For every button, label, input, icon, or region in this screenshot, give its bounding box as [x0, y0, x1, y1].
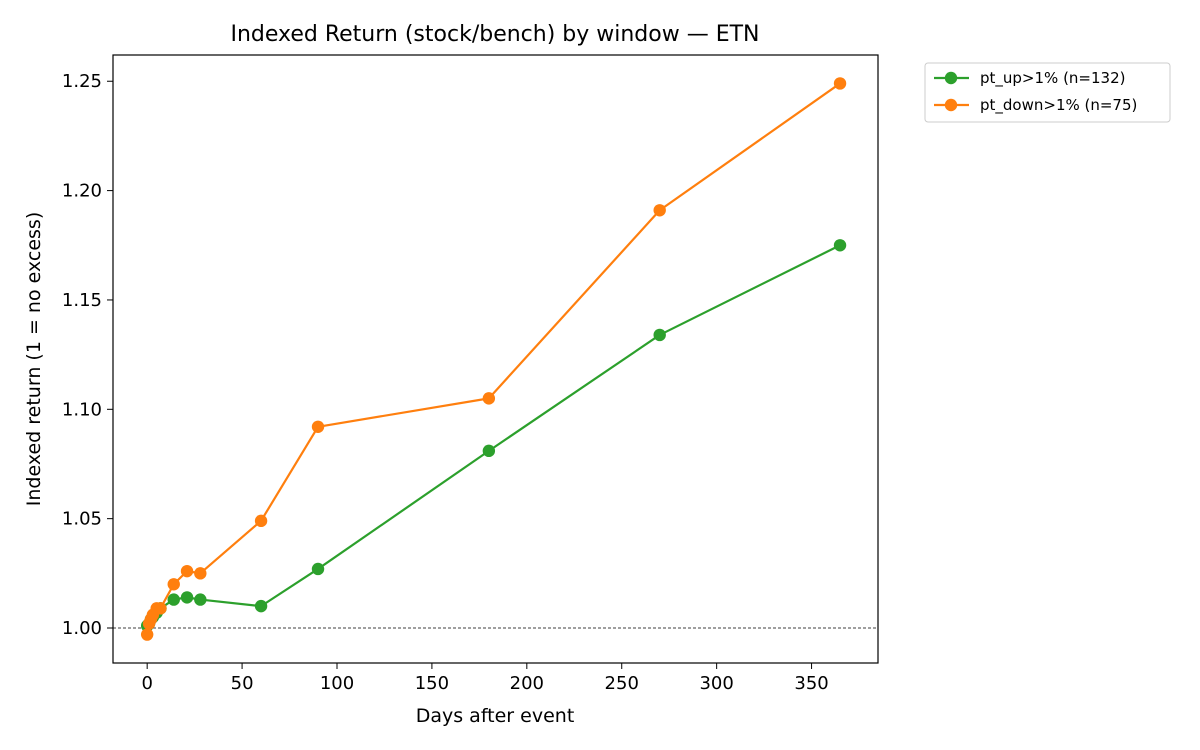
chart-title: Indexed Return (stock/bench) by window —… — [230, 22, 759, 47]
data-point — [311, 420, 325, 433]
x-tick-label: 300 — [699, 673, 733, 694]
legend-label: pt_up>1% (n=132) — [980, 69, 1125, 88]
y-tick-label: 1.20 — [62, 181, 102, 202]
x-axis: 0 50 100 150 200 250 300 350 — [141, 663, 829, 694]
x-tick-label: 200 — [510, 673, 544, 694]
data-point — [167, 578, 180, 591]
y-tick-label: 1.25 — [62, 71, 102, 92]
data-point — [180, 564, 194, 578]
x-tick-label: 100 — [320, 673, 354, 694]
x-axis-label: Days after event — [416, 705, 575, 727]
data-point — [154, 602, 167, 615]
data-point — [140, 628, 154, 641]
plot-border — [112, 54, 879, 664]
legend-items: pt_up>1% (n=132) pt_down>1% (n=75) — [934, 69, 1137, 115]
x-tick-label: 350 — [794, 673, 828, 694]
plot-background — [113, 55, 878, 663]
y-tick-label: 1.10 — [62, 399, 102, 420]
data-point — [653, 204, 666, 217]
legend: pt_up>1% (n=132) pt_down>1% (n=75) — [924, 62, 1171, 123]
legend-item: pt_down>1% (n=75) — [934, 96, 1137, 115]
data-point — [194, 593, 207, 606]
x-tick-label: 250 — [605, 673, 639, 694]
series-layer — [140, 77, 847, 641]
data-point — [482, 444, 496, 458]
x-tick-label: 150 — [415, 673, 449, 694]
plot-area — [112, 54, 879, 664]
legend-marker-swatch — [944, 71, 958, 85]
y-tick-label: 1.15 — [62, 290, 102, 311]
legend-item: pt_up>1% (n=132) — [934, 69, 1125, 88]
y-axis-label: Indexed return (1 = no excess) — [23, 212, 45, 506]
y-tick-label: 1.05 — [62, 509, 102, 530]
legend-marker-swatch — [944, 98, 958, 112]
data-point — [833, 239, 847, 252]
data-point — [833, 77, 847, 90]
data-point — [482, 392, 496, 405]
data-point — [167, 593, 180, 606]
y-tick-label: 1.00 — [62, 618, 102, 639]
legend-box — [924, 62, 1171, 123]
data-point — [194, 567, 207, 580]
data-point — [180, 591, 194, 604]
data-point — [254, 514, 268, 528]
legend-label: pt_down>1% (n=75) — [980, 96, 1137, 115]
data-point — [254, 599, 268, 613]
x-tick-label: 50 — [231, 673, 254, 694]
data-point — [653, 328, 666, 342]
data-point — [311, 562, 325, 576]
series-pt-down — [140, 77, 847, 641]
y-axis: 1.00 1.05 1.10 1.15 1.20 1.25 — [62, 71, 113, 639]
x-tick-label: 0 — [141, 673, 152, 694]
